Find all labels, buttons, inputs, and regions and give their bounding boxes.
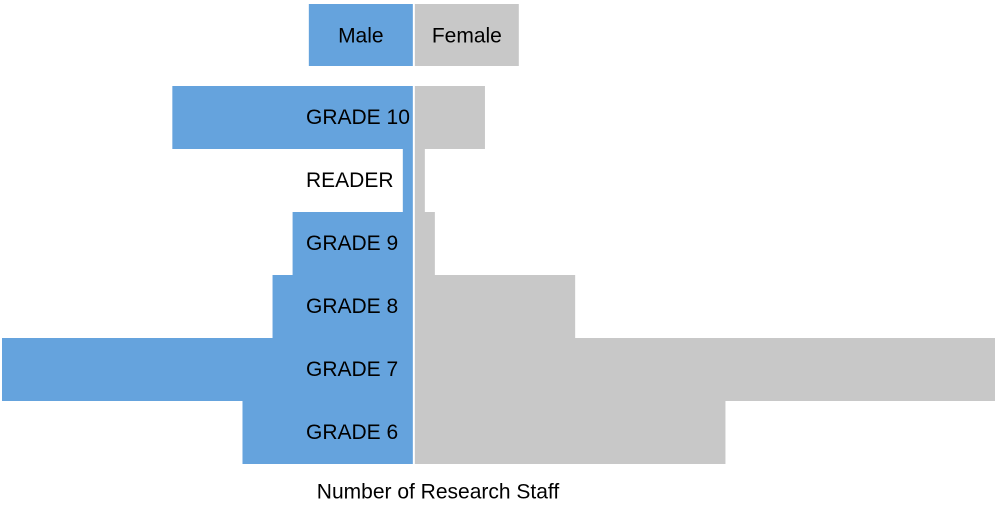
category-label: GRADE 10	[306, 106, 410, 129]
category-label: GRADE 6	[306, 421, 398, 444]
legend-label: Male	[338, 25, 384, 48]
category-label: GRADE 9	[306, 232, 398, 255]
bar	[414, 149, 425, 212]
bar	[414, 212, 435, 275]
bar	[2, 338, 413, 401]
bar	[402, 149, 413, 212]
legend-swatch	[308, 4, 413, 66]
category-label: READER	[306, 169, 394, 192]
bar	[172, 86, 413, 149]
bar	[272, 275, 413, 338]
legend-swatch	[414, 4, 519, 66]
x-axis-label: Number of Research Staff	[317, 481, 560, 504]
bar	[414, 86, 485, 149]
legend-label: Female	[432, 25, 502, 48]
bar	[414, 401, 726, 464]
bar	[414, 338, 995, 401]
bar	[242, 401, 413, 464]
bar	[292, 212, 413, 275]
category-label: GRADE 8	[306, 295, 398, 318]
bar	[414, 275, 576, 338]
category-label: GRADE 7	[306, 358, 398, 381]
